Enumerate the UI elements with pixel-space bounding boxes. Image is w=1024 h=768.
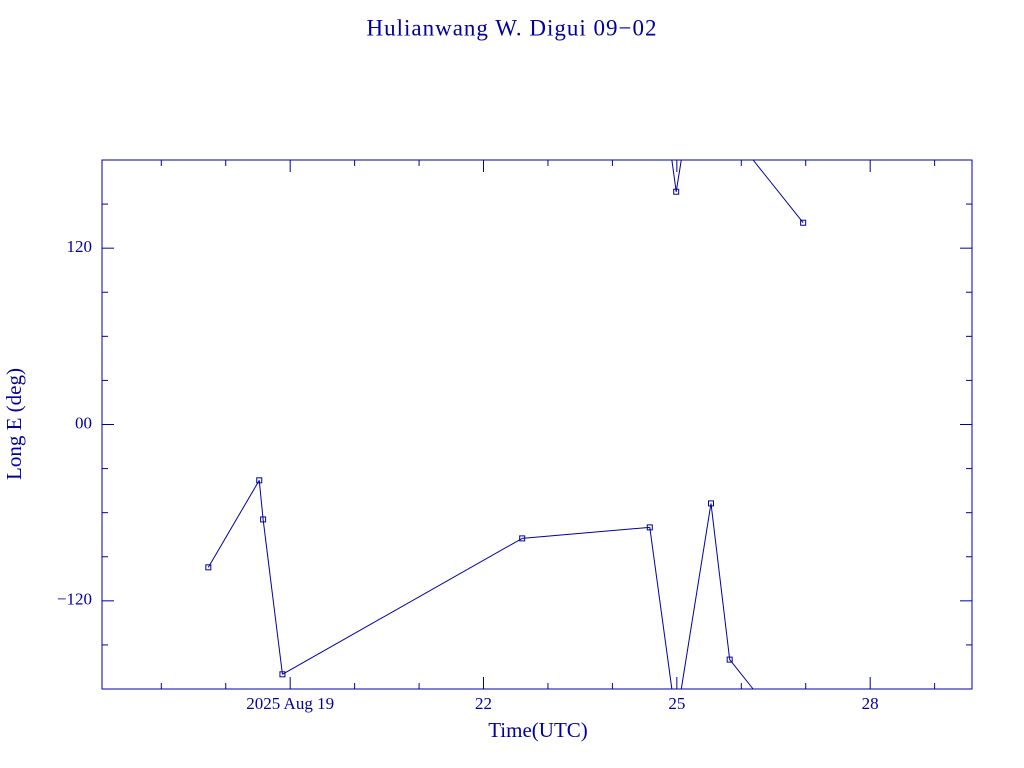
line-segment (649, 527, 673, 690)
line-segment (207, 480, 260, 568)
x-tick-label: 22 (475, 694, 492, 713)
plot-frame (101, 159, 973, 690)
data-point (800, 219, 807, 226)
line-segment (729, 659, 754, 690)
data-point (646, 524, 653, 531)
chart-title: Hulianwang W. Digui 09−02 (367, 15, 658, 40)
x-axis-label: Time(UTC) (488, 718, 588, 742)
line-segment (282, 537, 523, 675)
y-tick-label: 00 (75, 413, 92, 432)
data-point (279, 671, 286, 678)
line-segment (522, 526, 650, 539)
line-segment (671, 159, 677, 192)
data-point (726, 656, 733, 663)
data-point (256, 477, 263, 484)
data-point (519, 535, 526, 542)
line-segment (258, 480, 264, 520)
x-tick-label: 28 (862, 694, 879, 713)
y-tick-label: −120 (57, 590, 92, 609)
line-segment (680, 503, 712, 690)
line-segment (262, 519, 283, 675)
x-tick-label: 25 (668, 694, 685, 713)
data-point (205, 564, 212, 571)
line-segment (710, 503, 731, 660)
y-tick-label: 120 (67, 237, 93, 256)
x-tick-label: 2025 Aug 19 (246, 694, 334, 713)
y-axis-label: Long E (deg) (2, 368, 26, 480)
line-segment (752, 159, 804, 224)
data-point (260, 516, 267, 523)
data-point (673, 188, 680, 195)
data-point (708, 500, 714, 507)
line-segment (675, 159, 682, 192)
